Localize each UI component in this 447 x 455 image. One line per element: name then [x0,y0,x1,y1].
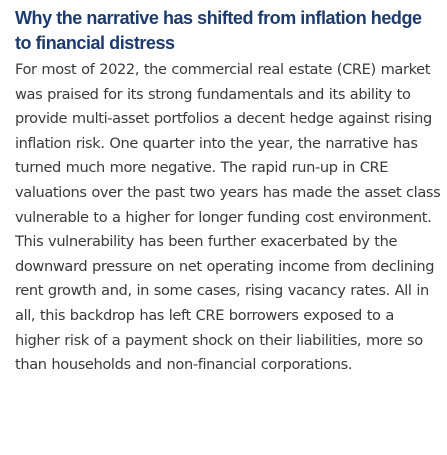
article-section: Why the narrative has shifted from infla… [15,6,441,378]
section-heading: Why the narrative has shifted from infla… [15,8,422,53]
section-body-paragraph: For most of 2022, the commercial real es… [15,61,441,374]
